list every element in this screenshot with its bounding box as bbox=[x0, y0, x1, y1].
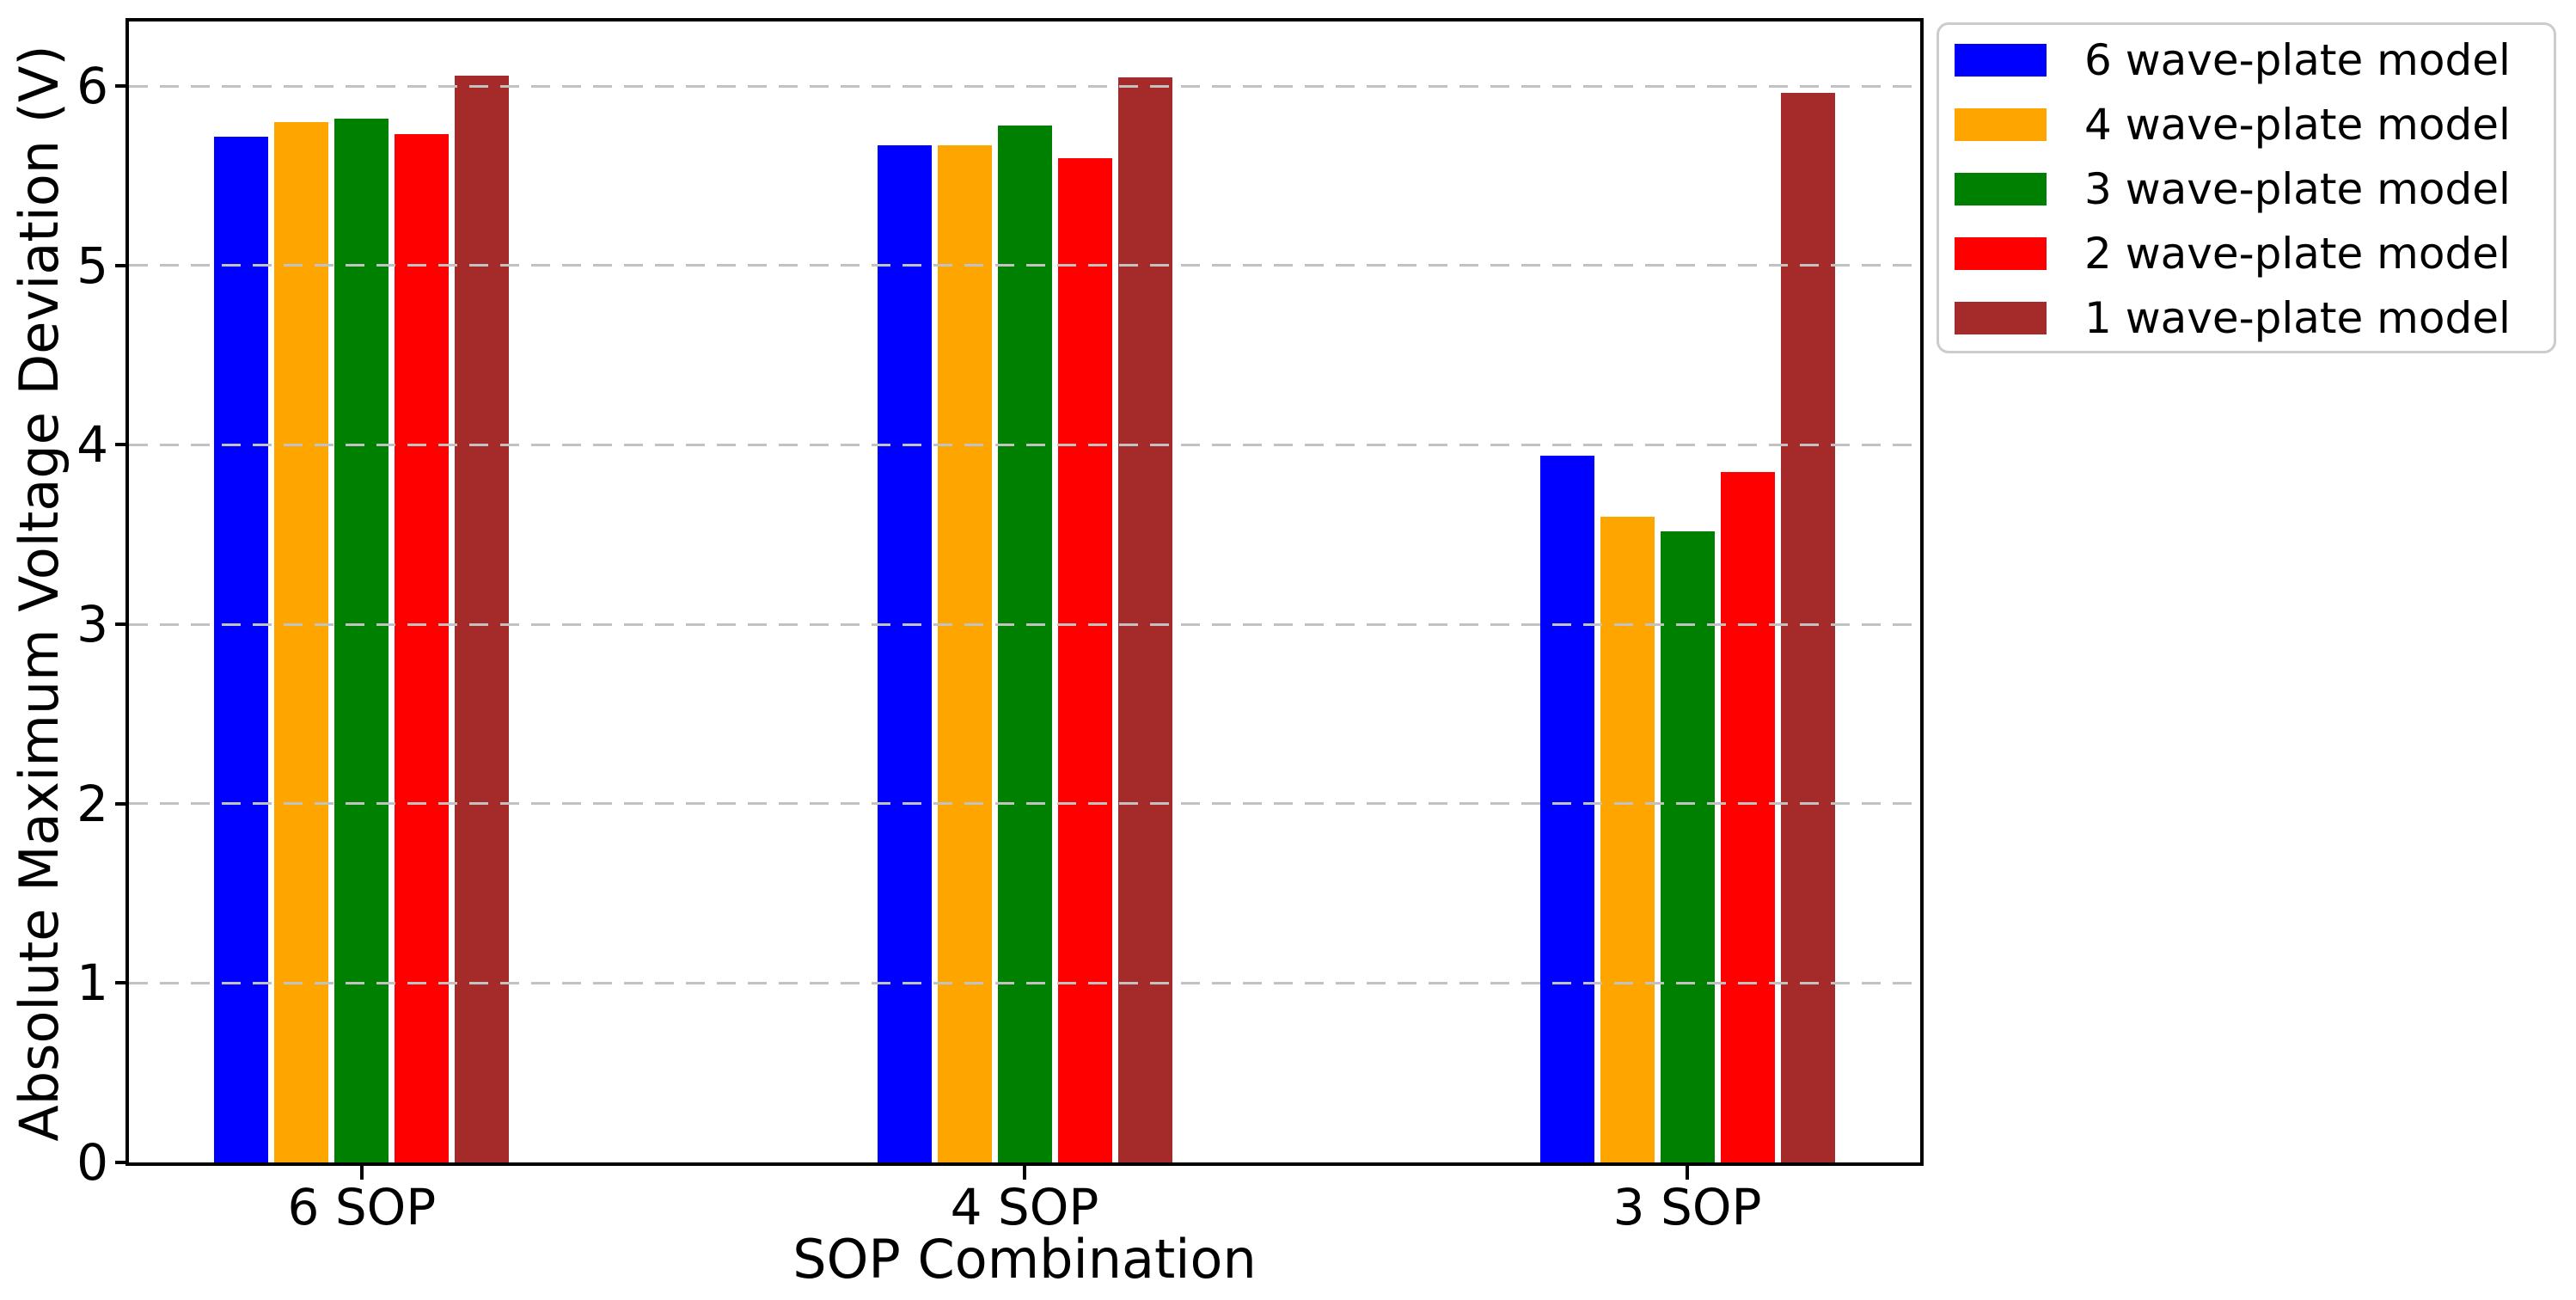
bar bbox=[455, 75, 510, 1162]
legend: 6 wave-plate model 4 wave-plate model 3 wa… bbox=[1937, 22, 2556, 353]
legend-label: 2 wave-plate model bbox=[2084, 228, 2511, 279]
y-tick bbox=[115, 443, 129, 447]
legend-item: 3 wave-plate model bbox=[1939, 156, 2554, 221]
bar bbox=[214, 136, 269, 1162]
bar bbox=[1117, 77, 1172, 1162]
bar bbox=[274, 121, 329, 1162]
x-axis-label: SOP Combination bbox=[792, 1228, 1257, 1291]
y-tick-label: 2 bbox=[76, 774, 108, 833]
y-tick bbox=[115, 84, 129, 89]
bars-layer bbox=[129, 21, 1920, 1162]
bar bbox=[1660, 530, 1715, 1162]
bar bbox=[1600, 516, 1655, 1162]
y-tick bbox=[115, 1161, 129, 1164]
y-tick-label: 1 bbox=[76, 954, 108, 1013]
y-tick-label: 5 bbox=[76, 236, 108, 295]
legend-label: 1 wave-plate model bbox=[2084, 292, 2511, 343]
bar bbox=[877, 144, 932, 1162]
bar bbox=[997, 126, 1052, 1162]
bar bbox=[1780, 93, 1835, 1162]
y-tick bbox=[115, 622, 129, 627]
legend-item: 4 wave-plate model bbox=[1939, 92, 2554, 156]
y-tick-label: 6 bbox=[76, 57, 108, 116]
plot-area bbox=[129, 21, 1920, 1162]
y-tick-label: 4 bbox=[76, 415, 108, 475]
legend-item: 2 wave-plate model bbox=[1939, 221, 2554, 285]
legend-swatch bbox=[1955, 301, 2047, 334]
legend-swatch bbox=[1955, 236, 2047, 270]
y-tick-label: 0 bbox=[76, 1133, 108, 1192]
x-tick bbox=[1686, 1166, 1690, 1180]
y-tick bbox=[115, 801, 129, 806]
bar bbox=[1057, 157, 1112, 1162]
legend-swatch bbox=[1955, 172, 2047, 205]
x-tick-label: 4 SOP bbox=[950, 1178, 1099, 1236]
legend-swatch bbox=[1955, 43, 2047, 77]
x-tick-label: 6 SOP bbox=[287, 1178, 437, 1236]
legend-item: 1 wave-plate model bbox=[1939, 285, 2554, 350]
x-tick bbox=[359, 1166, 364, 1180]
y-tick-label: 3 bbox=[76, 595, 108, 654]
legend-label: 3 wave-plate model bbox=[2084, 163, 2511, 214]
bar bbox=[395, 134, 450, 1162]
x-tick bbox=[1023, 1166, 1026, 1180]
legend-swatch bbox=[1955, 107, 2047, 141]
y-tick bbox=[115, 263, 129, 267]
legend-label: 6 wave-plate model bbox=[2084, 34, 2511, 85]
x-tick-label: 3 SOP bbox=[1612, 1178, 1762, 1236]
bar bbox=[937, 144, 992, 1162]
bar bbox=[1720, 471, 1775, 1162]
y-tick bbox=[115, 981, 129, 985]
bar bbox=[334, 118, 389, 1162]
bar bbox=[1539, 455, 1594, 1162]
legend-label: 4 wave-plate model bbox=[2084, 99, 2511, 150]
legend-item: 6 wave-plate model bbox=[1939, 28, 2554, 92]
